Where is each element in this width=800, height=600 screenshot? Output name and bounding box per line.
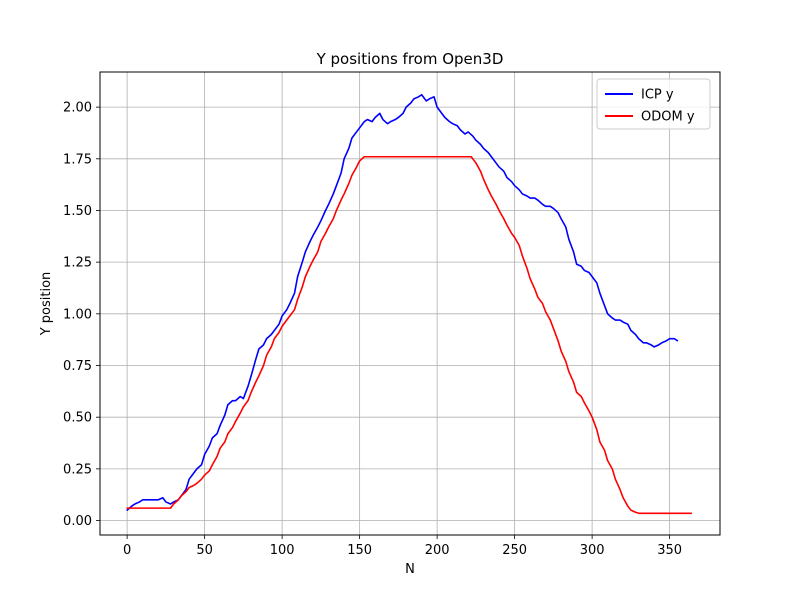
x-axis-ticks: 0 50 100 150 200 250 300 350 xyxy=(123,535,682,558)
x-tick-label: 250 xyxy=(502,543,527,558)
plot-frame xyxy=(99,71,721,536)
x-tick-label: 200 xyxy=(425,543,450,558)
x-tick-label: 0 xyxy=(123,543,131,558)
y-tick-label: 1.00 xyxy=(63,307,92,322)
y-tick-label: 1.75 xyxy=(63,152,92,167)
y-tick-label: 0.75 xyxy=(63,359,92,374)
series-line-0 xyxy=(126,93,679,512)
y-axis-ticks: 0.00 0.25 0.50 0.75 1.00 1.25 1.50 1.75 2.00 xyxy=(63,101,100,529)
x-axis-label: N xyxy=(405,562,415,577)
chart-title: Y positions from Open3D xyxy=(316,50,504,68)
y-tick-label: 0.00 xyxy=(63,514,92,529)
series-lines xyxy=(126,93,693,515)
y-tick-label: 1.50 xyxy=(63,204,92,219)
grid xyxy=(100,72,720,535)
x-tick-label: 100 xyxy=(270,543,295,558)
series-line-1 xyxy=(126,155,693,515)
x-tick-label: 50 xyxy=(196,543,213,558)
legend-label-icp: ICP y xyxy=(641,88,674,103)
x-tick-label: 300 xyxy=(580,543,605,558)
y-tick-label: 2.00 xyxy=(63,101,92,116)
y-tick-label: 0.50 xyxy=(63,411,92,426)
legend: ICP y ODOM y xyxy=(596,78,711,130)
x-tick-label: 350 xyxy=(657,543,682,558)
y-axis-label: Y position xyxy=(39,272,54,337)
y-tick-label: 1.25 xyxy=(63,256,92,271)
y-tick-label: 0.25 xyxy=(63,462,92,477)
x-tick-label: 150 xyxy=(347,543,372,558)
legend-label-odom: ODOM y xyxy=(641,110,695,125)
